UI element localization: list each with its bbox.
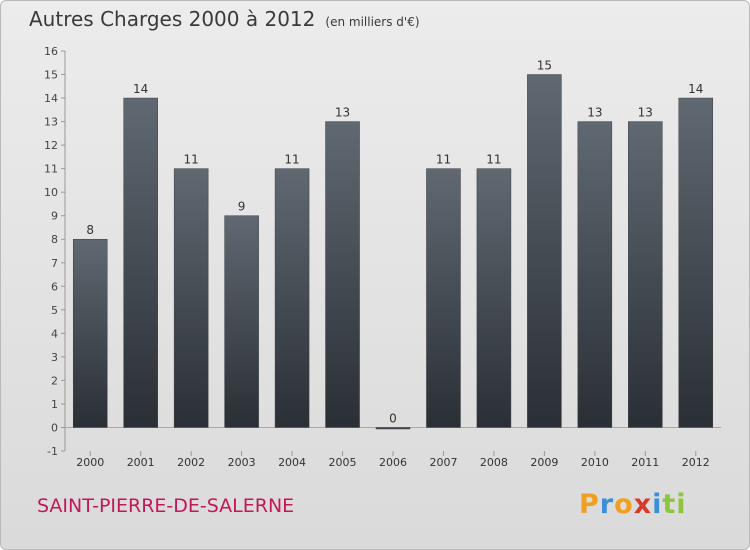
data-label-2010: 13: [587, 106, 602, 120]
data-label-2004: 11: [284, 153, 299, 167]
bar-2000: [72, 238, 108, 428]
y-tick-label: 12: [44, 139, 58, 152]
x-tick-label: 2005: [329, 456, 357, 469]
logo-letter: i: [652, 489, 663, 520]
y-tick-label: 7: [51, 257, 58, 270]
bar-2002: [173, 168, 209, 428]
y-tick-label: 5: [51, 304, 58, 317]
x-tick-label: 2012: [682, 456, 710, 469]
y-tick-label: 9: [51, 210, 58, 223]
bar-2005: [325, 121, 360, 428]
y-tick-label: 0: [51, 421, 58, 434]
logo-letter: x: [633, 489, 653, 520]
y-tick-label: 11: [44, 163, 58, 176]
y-tick-label: 3: [51, 351, 58, 364]
y-tick-label: 8: [51, 233, 58, 246]
x-tick-label: 2001: [127, 456, 155, 469]
x-tick-label: 2003: [228, 456, 256, 469]
place-name: SAINT-PIERRE-DE-SALERNE: [37, 495, 295, 517]
y-tick-label: 6: [51, 280, 58, 293]
y-tick-label: 10: [44, 186, 58, 199]
data-label-2009: 15: [537, 59, 552, 73]
logo-letter: t: [662, 489, 677, 520]
bar-2006: [375, 427, 411, 430]
y-tick-label: -1: [47, 445, 58, 458]
data-label-2001: 14: [133, 82, 148, 96]
chart-data-labels: 8 14 11 9 11 13 0 11 11 15 13 13 14: [86, 59, 703, 426]
chart-title: Autres Charges 2000 à 2012 (en milliers d…: [29, 7, 420, 31]
x-tick-label: 2000: [76, 456, 104, 469]
x-tick-label: 2008: [480, 456, 508, 469]
x-tick-label: 2007: [429, 456, 457, 469]
y-tick-label: 14: [44, 92, 58, 105]
proxiti-logo: Proxiti: [579, 489, 687, 520]
data-label-2005: 13: [335, 106, 350, 120]
data-label-2006: 0: [389, 411, 397, 425]
logo-letter: r: [599, 489, 615, 520]
x-tick-label: 2011: [631, 456, 659, 469]
x-tick-label: 2010: [581, 456, 609, 469]
logo-letter: o: [614, 489, 634, 520]
y-tick-label: 1: [51, 398, 58, 411]
logo-letter: i: [676, 489, 687, 520]
chart-bars: [72, 74, 714, 430]
y-tick-label: 15: [44, 69, 58, 82]
data-label-2003: 9: [238, 200, 246, 214]
y-tick-label: 13: [44, 116, 58, 129]
data-label-2011: 13: [638, 106, 653, 120]
bar-2008: [476, 168, 512, 428]
bar-2012: [678, 97, 714, 428]
chart-subtitle: (en milliers d'€): [325, 15, 420, 29]
bar-2001: [123, 97, 158, 428]
x-tick-label: 2009: [530, 456, 558, 469]
x-tick-label: 2004: [278, 456, 306, 469]
bar-2003: [224, 215, 259, 428]
logo-letter: P: [579, 489, 600, 520]
x-tick-label: 2006: [379, 456, 407, 469]
data-label-2008: 11: [486, 153, 501, 167]
data-label-2007: 11: [436, 153, 451, 167]
data-label-2002: 11: [184, 153, 199, 167]
x-tick-label: 2002: [177, 456, 205, 469]
data-label-2012: 14: [688, 82, 703, 96]
data-label-2000: 8: [86, 223, 94, 237]
bar-2009: [527, 74, 562, 428]
bar-2010: [577, 121, 613, 428]
bar-2007: [426, 168, 461, 428]
y-tick-label: 4: [51, 327, 58, 340]
y-tick-label: 16: [44, 45, 58, 58]
bar-2004: [274, 168, 310, 428]
y-tick-label: 2: [51, 374, 58, 387]
bar-2011: [628, 121, 663, 428]
chart-title-text: Autres Charges 2000 à 2012: [29, 7, 316, 31]
